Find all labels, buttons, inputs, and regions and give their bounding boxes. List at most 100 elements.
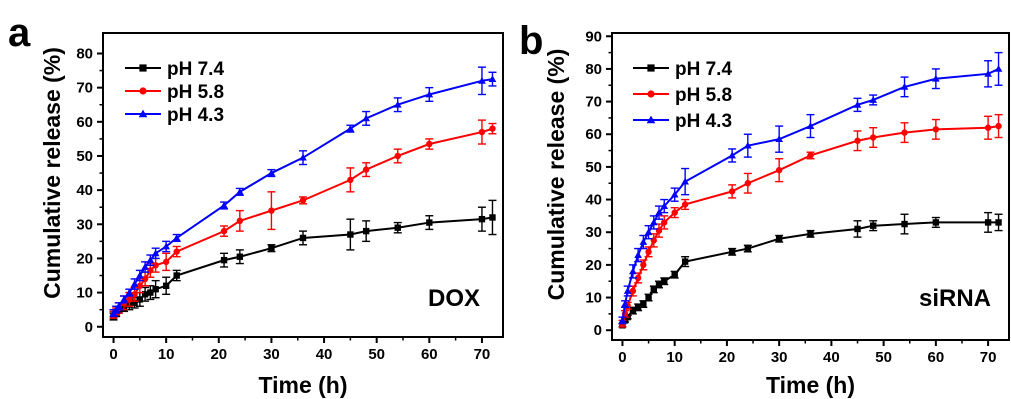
legend-marker <box>646 115 656 124</box>
y-tick-label: 50 <box>585 159 602 176</box>
data-point <box>267 169 276 176</box>
y-tick-label: 60 <box>76 114 93 131</box>
data-point <box>299 234 307 242</box>
y-tick-label: 50 <box>76 148 93 165</box>
y-axis-label: Cumulative release (%) <box>543 49 569 301</box>
y-tick-label: 70 <box>585 94 602 111</box>
data-point <box>660 202 669 209</box>
x-tick-label: 50 <box>368 346 385 363</box>
data-point <box>394 224 401 231</box>
legend-marker <box>139 87 147 95</box>
data-point <box>640 300 647 308</box>
data-point <box>775 135 783 143</box>
data-point <box>362 166 370 173</box>
data-point <box>645 248 652 256</box>
x-tick-label: 30 <box>263 346 280 363</box>
plot-frame <box>611 32 1010 341</box>
series-line <box>621 68 999 321</box>
legend-marker <box>647 64 655 72</box>
data-point <box>807 152 814 159</box>
legend-label: pH 4.3 <box>167 105 224 126</box>
data-point <box>634 274 642 282</box>
data-point <box>853 101 862 108</box>
data-point <box>932 74 940 82</box>
data-point <box>650 286 657 293</box>
data-point <box>220 201 228 209</box>
chart-panel-b: 0 10 20 30 40 50 60 70 0 10 20 30 40 50 60 70 80 90 Time (… <box>519 19 1010 398</box>
data-point <box>141 263 149 270</box>
data-point <box>869 134 877 141</box>
data-point <box>900 83 909 90</box>
data-point <box>854 137 861 144</box>
panel-label: a <box>8 11 31 55</box>
y-tick-label: 70 <box>76 80 93 97</box>
x-tick-label: 10 <box>158 346 175 363</box>
data-point <box>236 217 244 225</box>
panel-label: b <box>519 19 543 63</box>
data-point <box>151 249 160 257</box>
data-point <box>362 114 370 122</box>
data-point <box>655 208 663 216</box>
series-ph-5-8 <box>618 113 1003 328</box>
legend-label: pH 7.4 <box>167 59 224 80</box>
data-point <box>136 271 144 279</box>
y-tick-label: 0 <box>85 319 93 336</box>
data-point <box>661 219 668 226</box>
x-axis-label: Time (h) <box>258 372 347 398</box>
y-tick-label: 80 <box>76 45 93 62</box>
y-tick-label: 10 <box>585 290 602 307</box>
y-tick-label: 80 <box>585 61 602 78</box>
data-point <box>869 96 878 103</box>
data-point <box>162 242 170 250</box>
data-point <box>120 295 128 303</box>
series-ph-4-3 <box>109 66 497 318</box>
data-point <box>478 215 486 223</box>
data-point <box>346 124 355 132</box>
data-point <box>681 201 689 208</box>
data-point <box>644 228 653 236</box>
data-point <box>162 282 170 289</box>
data-point <box>478 128 486 136</box>
data-point <box>640 261 647 269</box>
data-point <box>869 222 877 229</box>
data-point <box>220 256 228 264</box>
y-tick-label: 40 <box>76 182 93 199</box>
data-point <box>775 166 783 174</box>
data-point <box>775 235 783 242</box>
chart-annotation: DOX <box>428 285 480 312</box>
data-point <box>141 291 149 298</box>
data-point <box>152 285 159 293</box>
y-tick-label: 60 <box>585 126 602 143</box>
x-tick-label: 0 <box>618 349 626 366</box>
data-point <box>681 177 689 185</box>
plot-frame <box>102 32 504 338</box>
data-point <box>299 197 307 204</box>
data-point <box>489 125 496 132</box>
chart-annotation: siRNA <box>919 285 991 312</box>
data-point <box>744 180 752 187</box>
x-axis-label: Time (h) <box>766 372 855 398</box>
data-point <box>268 244 275 252</box>
data-point <box>173 272 180 279</box>
series-ph-7-4 <box>618 211 1003 329</box>
data-point <box>661 278 668 285</box>
data-point <box>932 126 940 133</box>
x-tick-label: 70 <box>980 349 997 366</box>
data-point <box>655 281 663 288</box>
data-point <box>634 251 642 258</box>
data-point <box>984 69 992 77</box>
x-tick-label: 30 <box>771 349 788 366</box>
y-tick-label: 20 <box>76 250 93 267</box>
x-tick-label: 10 <box>666 349 683 366</box>
data-point <box>629 287 637 295</box>
data-point <box>806 122 815 129</box>
legend-label: pH 7.4 <box>675 59 732 80</box>
data-point <box>162 258 170 266</box>
data-point <box>220 227 228 235</box>
data-point <box>901 220 908 228</box>
series-ph-4-3 <box>618 51 1003 325</box>
data-point <box>426 219 433 226</box>
data-point <box>671 271 678 278</box>
data-point <box>268 207 275 214</box>
